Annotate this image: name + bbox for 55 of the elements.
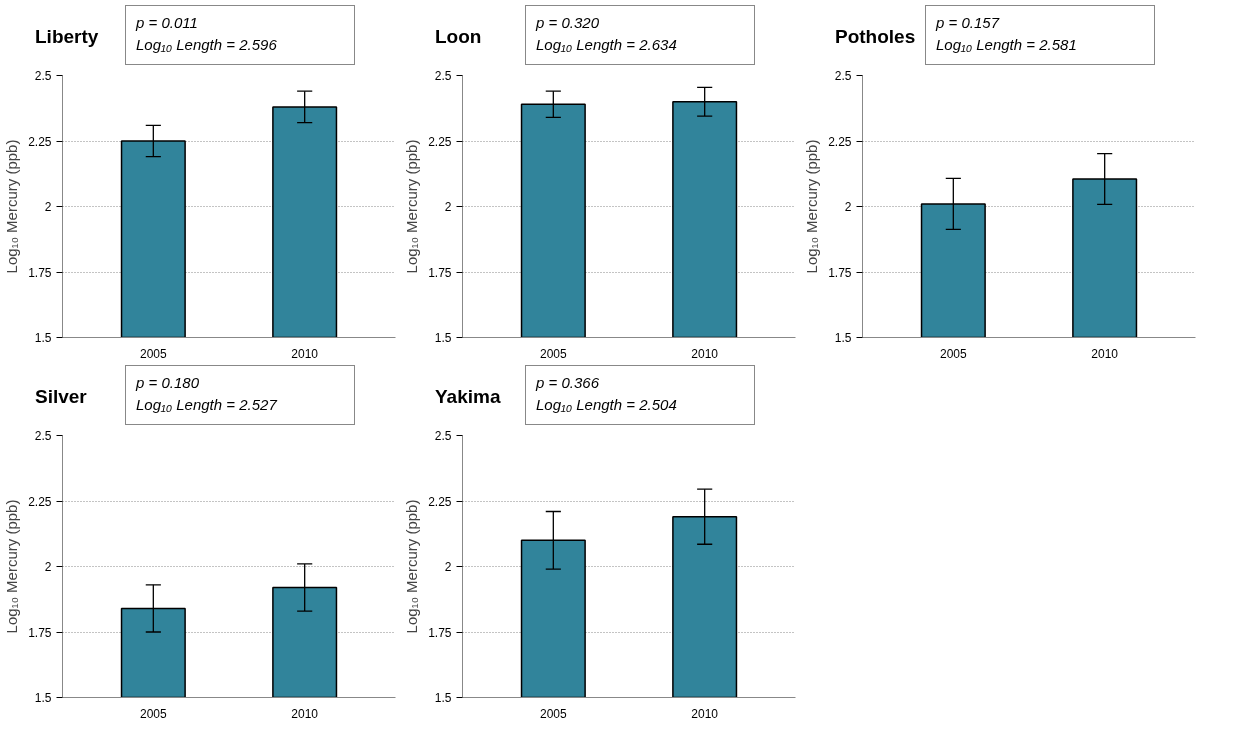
y-tick-label: 2	[444, 560, 452, 574]
y-tick-label: 2	[44, 200, 52, 214]
y-tick-label: 1.75	[28, 625, 52, 640]
x-tick-label: 2005	[539, 346, 567, 361]
y-tick-label: 1.5	[34, 331, 52, 345]
text: p = 0.366	[536, 374, 599, 391]
y-axis-title: Log₁₀ Mercury (ppb)	[403, 499, 421, 634]
x-tick-label: 2010	[691, 346, 719, 361]
text: Log₁₀ Length = 2.596	[136, 35, 277, 53]
text: Log₁₀ Length = 2.504	[536, 395, 677, 413]
x-tick-label: 2010	[691, 706, 719, 721]
y-tick-label: 1.75	[428, 625, 452, 640]
y-tick-label: 2.5	[434, 69, 452, 83]
y-tick-label: 2	[444, 200, 452, 214]
y-tick-label: 2.25	[28, 494, 52, 509]
x-tick-label: 2005	[139, 346, 167, 361]
y-tick-label: 2	[844, 200, 852, 214]
x-tick-label: 2010	[1091, 346, 1119, 361]
y-axis-title: Log₁₀ Mercury (ppb)	[403, 139, 421, 274]
y-tick-label: 1.5	[434, 691, 452, 705]
y-tick-label: 2.5	[434, 429, 452, 443]
text: p = 0.011	[136, 14, 198, 31]
y-tick-label: 2	[44, 560, 52, 574]
text: Log₁₀ Length = 2.527	[136, 395, 277, 413]
chart-title: Yakima	[435, 386, 501, 407]
x-tick-label: 2010	[291, 706, 319, 721]
y-axis-title: Log₁₀ Mercury (ppb)	[3, 499, 21, 634]
x-tick-label: 2010	[291, 346, 319, 361]
x-tick-label: 2005	[939, 346, 967, 361]
chart-title: Potholes	[835, 26, 916, 47]
y-tick-label: 1.5	[834, 331, 852, 345]
y-tick-label: 1.75	[428, 265, 452, 280]
y-tick-label: 1.5	[34, 691, 52, 705]
y-tick-label: 2.25	[428, 134, 452, 149]
y-tick-label: 2.25	[428, 494, 452, 509]
y-tick-label: 1.5	[434, 331, 452, 345]
chart-title: Loon	[435, 26, 482, 47]
y-axis-title: Log₁₀ Mercury (ppb)	[803, 139, 821, 274]
y-tick-label: 1.75	[828, 265, 852, 280]
chart-title: Liberty	[35, 26, 99, 47]
y-axis-title: Log₁₀ Mercury (ppb)	[3, 139, 21, 274]
y-tick-label: 2.25	[828, 134, 852, 149]
y-tick-label: 2.5	[834, 69, 852, 83]
y-tick-label: 1.75	[28, 265, 52, 280]
text: Log₁₀ Length = 2.634	[536, 35, 677, 53]
text: p = 0.180	[136, 374, 199, 391]
y-tick-label: 2.5	[34, 69, 52, 83]
chart-title: Silver	[35, 386, 87, 407]
y-tick-label: 2.25	[28, 134, 52, 149]
x-tick-label: 2005	[539, 706, 567, 721]
x-tick-label: 2005	[139, 706, 167, 721]
text: p = 0.320	[536, 14, 599, 31]
text: p = 0.157	[936, 14, 999, 31]
y-tick-label: 2.5	[34, 429, 52, 443]
text: Log₁₀ Length = 2.581	[936, 35, 1077, 53]
